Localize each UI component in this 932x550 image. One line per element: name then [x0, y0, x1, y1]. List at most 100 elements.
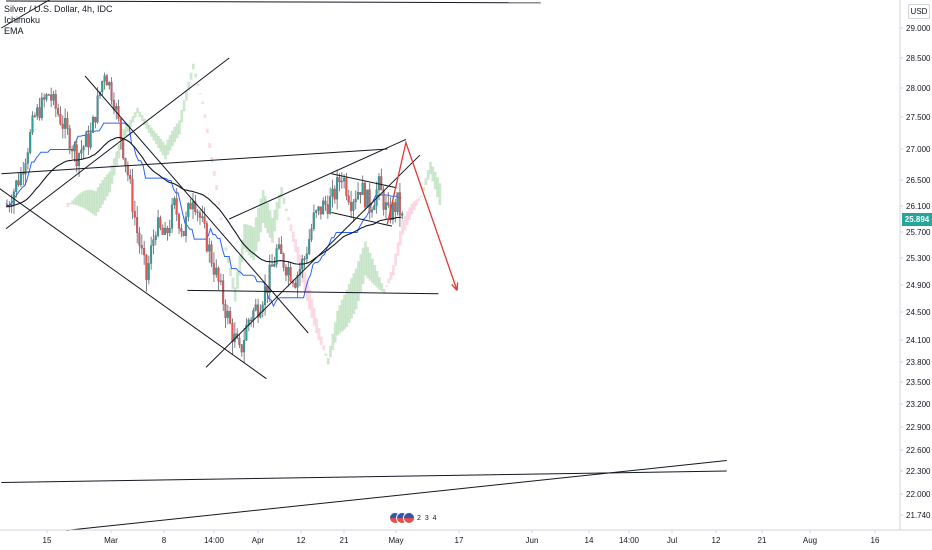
candle: [215, 259, 218, 278]
candle-body: [136, 217, 139, 234]
descending-channel-upper[interactable]: [84, 75, 309, 334]
candle-body: [373, 205, 376, 210]
candle: [366, 189, 369, 208]
candle: [384, 195, 387, 219]
x-tick-label: 21: [340, 536, 349, 545]
candle-body: [396, 192, 399, 212]
cloud-segment: [364, 241, 367, 276]
triangle-bottom[interactable]: [331, 212, 393, 227]
x-tick-label: 12: [712, 536, 721, 545]
indicator-ichimoku[interactable]: Ichimoku: [4, 15, 41, 25]
cloud-segment: [196, 83, 200, 86]
candle: [261, 301, 264, 318]
candle: [170, 197, 174, 233]
cloud-segment: [366, 247, 370, 279]
bottom-horizontal[interactable]: [1, 470, 727, 483]
candle: [187, 202, 190, 222]
rising-trendline[interactable]: [205, 154, 421, 368]
candle-body: [394, 202, 397, 212]
candle: [370, 206, 373, 218]
y-tick-label: 24.900: [906, 281, 931, 290]
candle: [136, 206, 139, 244]
candle: [331, 179, 334, 208]
candle-body: [342, 177, 346, 182]
cloud-segment: [324, 353, 328, 356]
candle-body: [212, 263, 215, 275]
candle: [143, 240, 146, 265]
candle: [380, 168, 383, 191]
candle-body: [54, 94, 57, 109]
cloud-segment: [408, 207, 411, 220]
candle: [17, 173, 20, 187]
cloud-segment: [187, 81, 191, 91]
candle-body: [91, 116, 94, 133]
triangle-top[interactable]: [331, 173, 397, 189]
candle-body: [163, 227, 167, 235]
recent-rise-line[interactable]: [228, 138, 407, 220]
indicator-ema[interactable]: EMA: [4, 26, 24, 36]
cloud-segment: [94, 191, 98, 216]
us-flag-icon[interactable]: [403, 512, 415, 524]
candle-body: [84, 133, 88, 147]
candle: [217, 266, 220, 290]
candle: [12, 188, 15, 214]
cloud-segment: [354, 268, 358, 310]
currency-button[interactable]: USD: [908, 4, 930, 19]
candle: [333, 185, 336, 204]
ema-path: [6, 136, 402, 265]
cloud-segment: [219, 217, 223, 220]
candle: [173, 196, 176, 209]
rising-line-left[interactable]: [5, 57, 230, 230]
cloud-segment: [405, 211, 409, 226]
cloud-segment: [164, 144, 167, 160]
economic-events[interactable]: 2 3 4: [389, 512, 438, 524]
candle: [124, 157, 127, 173]
cloud-segment: [317, 328, 321, 341]
candle: [156, 209, 160, 238]
candle-body: [333, 188, 336, 200]
support-horizontal[interactable]: [187, 289, 439, 295]
candle: [305, 246, 308, 265]
candle-body: [184, 216, 187, 237]
candle: [138, 227, 141, 254]
wedge-upper[interactable]: [1, 148, 388, 175]
candle: [112, 92, 115, 115]
ema-line: [6, 136, 402, 265]
candle-body: [52, 94, 55, 101]
candle-body: [205, 223, 208, 252]
candle: [322, 197, 325, 215]
top-horizontal[interactable]: [5, 0, 541, 4]
cloud-segment: [180, 109, 184, 123]
cloud-segment: [122, 129, 125, 141]
candle: [347, 189, 350, 206]
candle: [277, 237, 280, 251]
cloud-segment: [147, 125, 151, 133]
candle: [387, 192, 390, 208]
candle: [340, 172, 343, 189]
cloud-segment: [175, 123, 179, 139]
x-tick-label: 14: [585, 536, 594, 545]
candle-body: [166, 227, 169, 234]
candle-body: [17, 180, 20, 186]
top-left-diagonal[interactable]: [1, 0, 52, 29]
candle: [196, 209, 199, 222]
trendlines[interactable]: [0, 0, 727, 531]
bottom-rising-line[interactable]: [66, 460, 727, 531]
cloud-segment: [145, 121, 149, 130]
candle-body: [70, 149, 74, 152]
x-tick-label: Aug: [803, 536, 817, 545]
cloud-segment: [201, 101, 205, 105]
y-tick-label: 27.500: [906, 113, 931, 122]
candle: [70, 145, 74, 159]
cloud-segment: [264, 196, 267, 228]
cloud-segment: [291, 231, 295, 242]
projection-arrowhead: [451, 282, 459, 291]
candle: [47, 93, 50, 96]
x-tick-label: Apr: [252, 536, 265, 545]
descending-channel-lower[interactable]: [0, 187, 267, 380]
cloud-segment: [261, 189, 265, 223]
projection-arrow[interactable]: [386, 140, 459, 291]
candle: [398, 182, 401, 227]
